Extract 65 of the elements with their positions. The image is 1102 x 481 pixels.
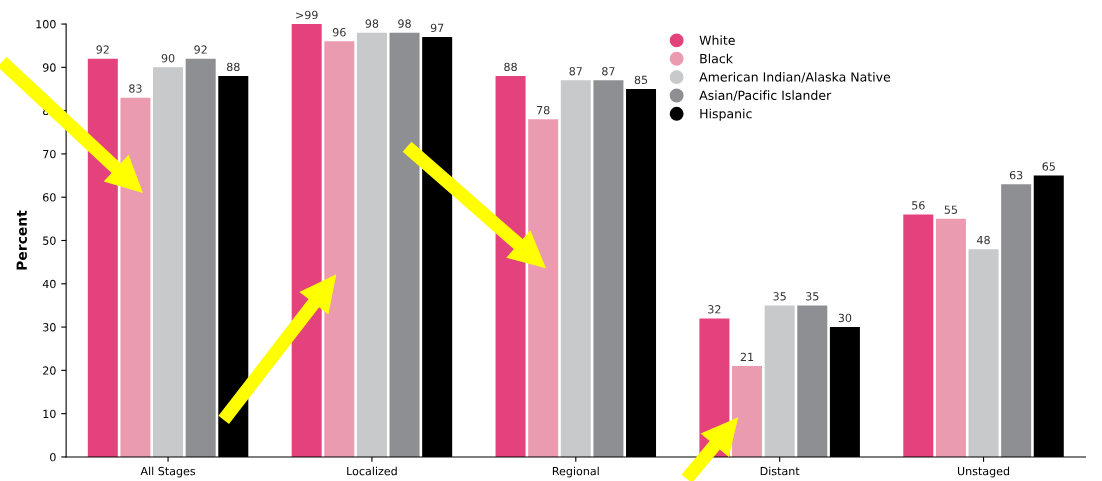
x-tick-label: Localized [347,466,397,476]
y-tick-label: 0 [50,452,56,462]
data-label: 96 [332,28,346,37]
bar [185,58,216,457]
legend-label: White [699,35,735,45]
legend-label: Hispanic [700,108,752,121]
data-label: 55 [944,205,958,214]
bar [153,67,184,457]
bar [528,119,559,457]
bar [935,218,966,457]
data-label: 32 [708,305,721,314]
data-label: 88 [226,62,240,72]
bar [495,76,526,457]
legend-label: Black [700,53,733,64]
y-tick-label: 100 [36,20,56,29]
bar [732,366,763,457]
data-label: 65 [1042,162,1055,171]
y-tick-label: 10 [43,409,56,419]
bar [291,24,322,457]
bar [797,305,828,457]
legend-label: Asian/Pacific Islander [699,90,832,101]
data-label: 35 [806,292,819,301]
y-tick-label: 40 [42,279,56,289]
bar [593,80,624,457]
y-tick-label: 50 [43,236,56,245]
data-label: 87 [569,66,582,76]
data-label: 48 [977,235,990,245]
bar [764,305,795,457]
data-label: >99 [296,10,318,20]
data-label: 30 [838,313,852,323]
x-tick-label: Regional [552,466,599,478]
data-label: 85 [634,75,648,85]
legend-label: American Indian/Alaska Native [699,72,891,83]
bar [1001,184,1032,457]
bar [903,214,934,457]
data-label: 98 [398,19,411,28]
y-tick-label: 90 [42,63,56,72]
data-label: 63 [1009,170,1023,180]
data-label: 78 [537,105,550,115]
data-label: 92 [194,45,207,54]
data-label: 98 [365,19,379,28]
y-tick-label: 30 [43,323,56,332]
data-label: 35 [773,292,786,301]
data-label: 90 [161,54,175,63]
data-label: 92 [96,45,109,54]
y-tick-label: 70 [43,149,56,159]
x-tick-label: Unstaged [957,466,1010,478]
x-tick-label: Distant [760,466,800,476]
bar [120,97,151,457]
bar [389,32,420,457]
data-label: 87 [602,66,615,76]
y-tick-label: 20 [43,366,56,375]
data-label: 88 [504,62,517,72]
bar [87,58,118,457]
data-label: 83 [129,84,142,93]
data-label: 97 [430,23,444,33]
y-tick-label: 60 [43,193,56,202]
bar [968,249,999,457]
data-label: 21 [740,352,754,361]
bar [356,32,387,457]
x-tick-label: All Stages [140,466,196,478]
data-label: 56 [912,201,925,210]
y-axis-title: Percent [16,210,27,270]
bar [560,80,591,457]
bar [324,41,355,457]
